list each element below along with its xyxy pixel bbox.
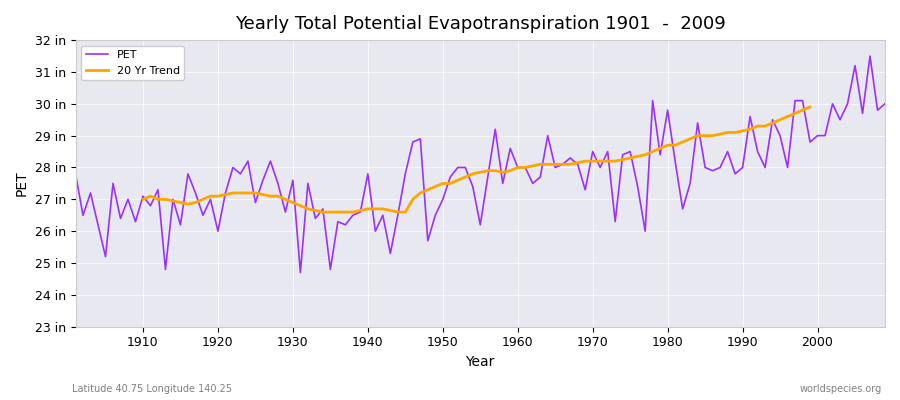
20 Yr Trend xyxy=(340,210,351,214)
PET xyxy=(347,213,358,218)
PET xyxy=(70,172,81,176)
Line: 20 Yr Trend: 20 Yr Trend xyxy=(143,107,810,212)
20 Yr Trend xyxy=(295,203,306,208)
Text: Latitude 40.75 Longitude 140.25: Latitude 40.75 Longitude 140.25 xyxy=(72,384,232,394)
PET xyxy=(302,181,313,186)
Line: PET: PET xyxy=(76,56,885,272)
20 Yr Trend xyxy=(602,159,613,164)
Title: Yearly Total Potential Evapotranspiration 1901  -  2009: Yearly Total Potential Evapotranspiratio… xyxy=(235,15,725,33)
PET xyxy=(879,102,890,106)
Legend: PET, 20 Yr Trend: PET, 20 Yr Trend xyxy=(81,46,184,80)
Y-axis label: PET: PET xyxy=(15,171,29,196)
PET xyxy=(520,165,531,170)
20 Yr Trend xyxy=(512,165,523,170)
PET xyxy=(610,219,621,224)
PET xyxy=(512,165,523,170)
PET xyxy=(130,219,141,224)
Text: worldspecies.org: worldspecies.org xyxy=(800,384,882,394)
PET xyxy=(865,54,876,58)
PET xyxy=(295,270,306,275)
X-axis label: Year: Year xyxy=(465,355,495,369)
20 Yr Trend xyxy=(505,168,516,173)
